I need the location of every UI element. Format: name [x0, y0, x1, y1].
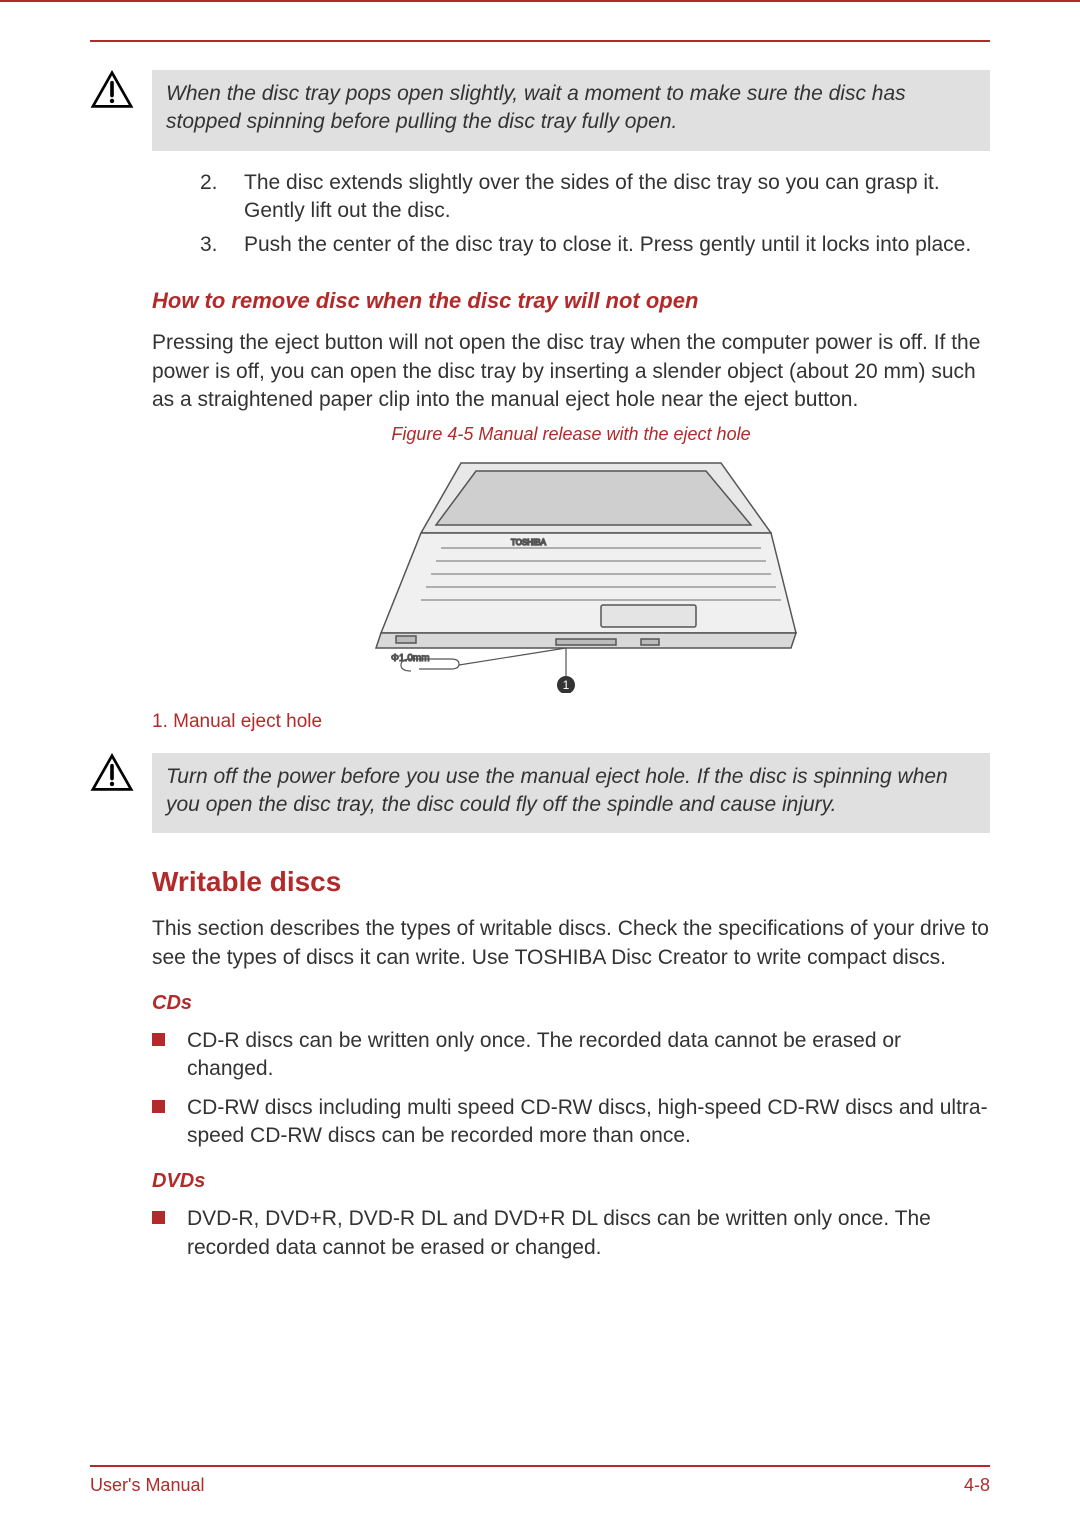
warning-icon [90, 753, 134, 793]
warning-icon [90, 70, 134, 110]
dvds-item-1: DVD-R, DVD+R, DVD-R DL and DVD+R DL disc… [152, 1205, 990, 1262]
footer-right: 4-8 [964, 1473, 990, 1497]
page: When the disc tray pops open slightly, w… [0, 0, 1080, 1521]
steps-block: 2. The disc extends slightly over the si… [152, 169, 990, 735]
figure-4-5: TOSHIBA Φ1.0mm 1 [152, 453, 990, 701]
step-2: 2. The disc extends slightly over the si… [200, 169, 990, 226]
heading-manual-eject: How to remove disc when the disc tray wi… [152, 286, 990, 316]
figure-callout-1: 1 [563, 678, 570, 692]
heading-dvds: DVDs [152, 1168, 990, 1195]
step-3: 3. Push the center of the disc tray to c… [200, 231, 990, 259]
cds-item-1: CD-R discs can be written only once. The… [152, 1027, 990, 1084]
page-footer: User's Manual 4-8 [90, 1465, 990, 1497]
step-3-num: 3. [200, 231, 220, 259]
top-rule [90, 40, 990, 42]
cds-list: CD-R discs can be written only once. The… [152, 1027, 990, 1150]
step-2-num: 2. [200, 169, 220, 226]
dvds-list: DVD-R, DVD+R, DVD-R DL and DVD+R DL disc… [152, 1205, 990, 1262]
caution-text-2: Turn off the power before you use the ma… [152, 753, 990, 834]
brand-label: TOSHIBA [511, 538, 547, 547]
caution-block-1: When the disc tray pops open slightly, w… [90, 70, 990, 151]
cds-item-2: CD-RW discs including multi speed CD-RW … [152, 1094, 990, 1151]
footer-left: User's Manual [90, 1473, 204, 1497]
heading-cds: CDs [152, 990, 990, 1017]
caution-text-1: When the disc tray pops open slightly, w… [152, 70, 990, 151]
heading-writable-discs: Writable discs [152, 863, 990, 901]
para-manual-eject: Pressing the eject button will not open … [152, 329, 990, 414]
figure-caption: Figure 4-5 Manual release with the eject… [152, 422, 990, 446]
step-2-text: The disc extends slightly over the sides… [244, 169, 990, 226]
step-3-text: Push the center of the disc tray to clos… [244, 231, 971, 259]
figure-legend: 1. Manual eject hole [152, 709, 990, 735]
caution-block-2: Turn off the power before you use the ma… [90, 753, 990, 834]
para-writable-discs: This section describes the types of writ… [152, 915, 990, 972]
